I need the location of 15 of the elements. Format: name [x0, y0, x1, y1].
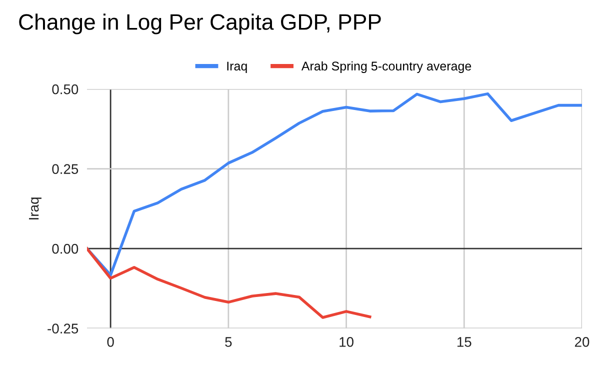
legend-label: Arab Spring 5-country average [301, 61, 472, 74]
chart-title: Change in Log Per Capita GDP, PPP [19, 14, 381, 34]
y-tick-label: 0.25 [52, 164, 78, 174]
line-series [87, 247, 372, 319]
y-axis-title: Iraq [29, 198, 42, 220]
y-tick-label: -0.25 [48, 324, 78, 334]
x-tick-label: 5 [225, 337, 232, 347]
x-tick-label: 20 [574, 337, 590, 347]
x-tick-label: 10 [340, 337, 354, 347]
y-tick-label: 0.50 [52, 84, 78, 94]
x-tick-label: 15 [457, 337, 472, 347]
y-tick-label: 0.00 [52, 244, 78, 254]
legend-label: Iraq [227, 62, 247, 74]
x-tick-label: 0 [107, 337, 114, 347]
line-series [87, 92, 582, 276]
